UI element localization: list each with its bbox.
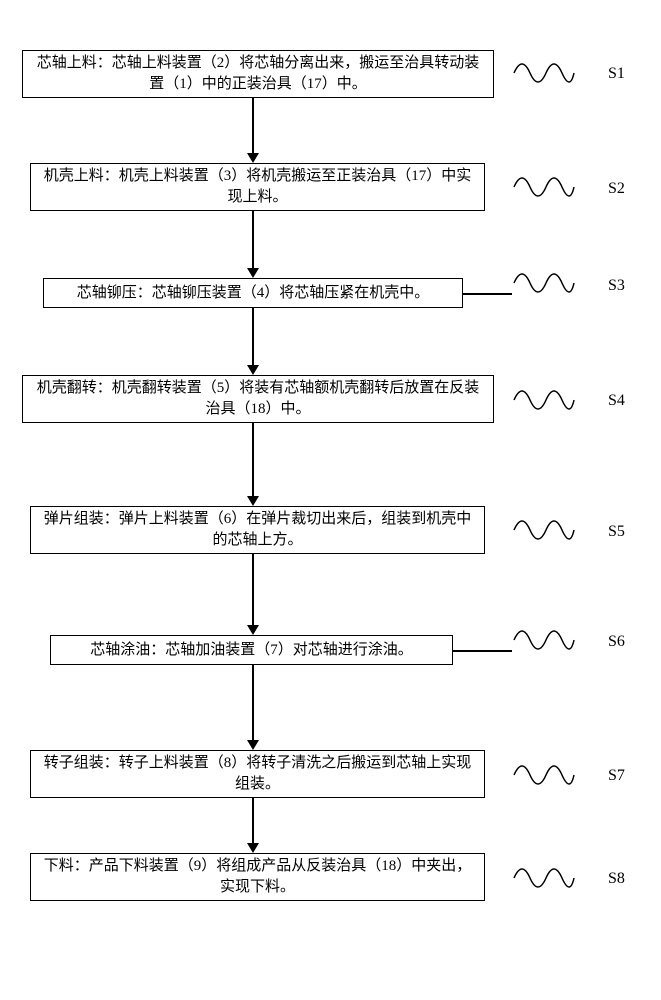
step-box-s5: 弹片组装：弹片上料装置（6）在弹片裁切出来后，组装到机壳中的芯轴上方。 xyxy=(30,506,485,554)
wave-icon xyxy=(512,510,576,555)
connector-line xyxy=(463,293,512,295)
step-box-s8: 下料：产品下料装置（9）将组成产品从反装治具（18）中夹出，实现下料。 xyxy=(30,853,485,901)
step-text: 转子组装：转子上料装置（8）将转子清洗之后搬运到芯轴上实现组装。 xyxy=(43,753,472,795)
step-box-s2: 机壳上料：机壳上料装置（3）将机壳搬运至正装治具（17）中实现上料。 xyxy=(30,163,485,211)
wave-icon xyxy=(512,380,576,425)
step-text: 弹片组装：弹片上料装置（6）在弹片裁切出来后，组装到机壳中的芯轴上方。 xyxy=(43,509,472,551)
step-label-s8: S8 xyxy=(608,870,625,888)
step-box-s6: 芯轴涂油：芯轴加油装置（7）对芯轴进行涂油。 xyxy=(50,635,453,665)
flowchart-container: 芯轴上料：芯轴上料装置（2）将芯轴分离出来，搬运至治具转动装置（1）中的正装治具… xyxy=(0,25,661,975)
step-label-s4: S4 xyxy=(608,392,625,410)
step-label-s7: S7 xyxy=(608,767,625,785)
step-box-s4: 机壳翻转：机壳翻转装置（5）将装有芯轴额机壳翻转后放置在反装治具（18）中。 xyxy=(22,375,494,423)
step-label-s2: S2 xyxy=(608,180,625,198)
step-label-s3: S3 xyxy=(608,277,625,295)
step-box-s3: 芯轴铆压：芯轴铆压装置（4）将芯轴压紧在机壳中。 xyxy=(43,278,463,308)
step-label-s1: S1 xyxy=(608,65,625,83)
wave-icon xyxy=(512,620,576,665)
step-text: 芯轴涂油：芯轴加油装置（7）对芯轴进行涂油。 xyxy=(90,640,413,661)
wave-icon xyxy=(512,263,576,308)
step-text: 机壳翻转：机壳翻转装置（5）将装有芯轴额机壳翻转后放置在反装治具（18）中。 xyxy=(35,378,481,420)
step-label-s5: S5 xyxy=(608,523,625,541)
step-label-s6: S6 xyxy=(608,633,625,651)
wave-icon xyxy=(512,755,576,800)
wave-icon xyxy=(512,167,576,212)
wave-icon xyxy=(512,53,576,98)
wave-icon xyxy=(512,858,576,903)
step-box-s7: 转子组装：转子上料装置（8）将转子清洗之后搬运到芯轴上实现组装。 xyxy=(30,750,485,798)
step-box-s1: 芯轴上料：芯轴上料装置（2）将芯轴分离出来，搬运至治具转动装置（1）中的正装治具… xyxy=(22,50,494,98)
step-text: 下料：产品下料装置（9）将组成产品从反装治具（18）中夹出，实现下料。 xyxy=(43,856,472,898)
step-text: 芯轴上料：芯轴上料装置（2）将芯轴分离出来，搬运至治具转动装置（1）中的正装治具… xyxy=(35,53,481,95)
step-text: 芯轴铆压：芯轴铆压装置（4）将芯轴压紧在机壳中。 xyxy=(77,283,430,304)
step-text: 机壳上料：机壳上料装置（3）将机壳搬运至正装治具（17）中实现上料。 xyxy=(43,166,472,208)
connector-line xyxy=(453,650,512,652)
